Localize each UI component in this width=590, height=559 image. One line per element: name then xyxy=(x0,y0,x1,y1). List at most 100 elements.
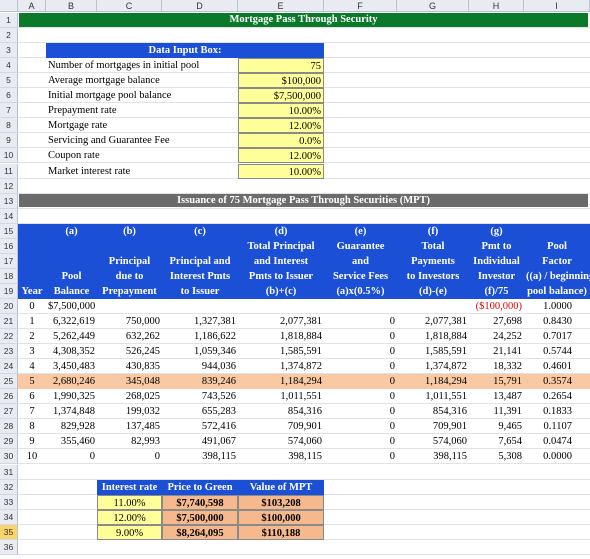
input-value[interactable]: 12.00% xyxy=(238,148,324,164)
table-cell[interactable]: 5,262,449 xyxy=(53,331,95,343)
row-header-6[interactable]: 6 xyxy=(0,88,18,104)
table-cell[interactable]: 1,585,591 xyxy=(280,346,322,358)
input-value[interactable]: 12.00% xyxy=(238,118,324,134)
table-cell[interactable]: 27,698 xyxy=(493,316,522,327)
column-header-d[interactable]: D xyxy=(162,0,238,12)
table-cell[interactable]: 18,332 xyxy=(493,361,522,373)
row-header-35[interactable]: 35 xyxy=(0,524,18,540)
row-header-7[interactable]: 7 xyxy=(0,103,18,119)
table-cell[interactable]: 1,186,622 xyxy=(194,331,236,343)
table-cell[interactable]: 1,374,872 xyxy=(425,361,467,373)
table-cell[interactable]: 21,141 xyxy=(493,346,522,358)
table-cell[interactable]: 0.2654 xyxy=(543,391,572,403)
price-table-cell[interactable]: $7,740,598 xyxy=(162,494,238,510)
table-cell[interactable]: 655,283 xyxy=(201,406,236,418)
table-cell[interactable]: 0.1107 xyxy=(543,421,573,433)
input-value[interactable]: 10.00% xyxy=(238,103,324,119)
row-header-14[interactable]: 14 xyxy=(0,208,18,224)
table-cell[interactable]: 2 xyxy=(29,331,35,343)
table-cell[interactable]: 743,526 xyxy=(201,391,236,403)
table-cell[interactable]: 7 xyxy=(29,406,35,418)
column-header-f[interactable]: F xyxy=(324,0,397,12)
table-cell[interactable]: 398,115 xyxy=(202,451,236,463)
table-cell[interactable]: 5 xyxy=(29,376,35,388)
row-header-3[interactable]: 3 xyxy=(0,43,18,59)
input-value[interactable]: 10.00% xyxy=(238,163,324,179)
row-header-36[interactable]: 36 xyxy=(0,539,18,555)
table-cell[interactable]: $7,500,000 xyxy=(48,300,96,312)
table-cell[interactable]: 574,060 xyxy=(432,436,467,448)
row-header-32[interactable]: 32 xyxy=(0,479,18,495)
row-header-20[interactable]: 20 xyxy=(0,298,18,314)
price-table-cell[interactable]: 11.00% xyxy=(97,494,162,510)
table-cell[interactable]: 854,316 xyxy=(287,406,322,418)
table-cell[interactable]: 1,374,872 xyxy=(280,361,322,373)
row-header-18[interactable]: 18 xyxy=(0,268,18,284)
table-cell[interactable]: 526,245 xyxy=(125,346,160,358)
table-cell[interactable]: 9 xyxy=(29,436,35,448)
table-cell[interactable]: 13,487 xyxy=(493,391,522,403)
table-cell[interactable]: 0 xyxy=(389,406,395,418)
price-table-cell[interactable]: $7,500,000 xyxy=(162,509,238,525)
table-cell[interactable]: 4,308,352 xyxy=(53,346,95,358)
table-cell[interactable]: 1,011,551 xyxy=(280,391,322,403)
table-cell[interactable]: 9,465 xyxy=(498,421,522,433)
table-cell[interactable]: 1,585,591 xyxy=(425,346,467,358)
row-header-4[interactable]: 4 xyxy=(0,58,18,74)
table-cell[interactable]: 0 xyxy=(389,451,395,463)
row-header-29[interactable]: 29 xyxy=(0,434,18,450)
table-cell[interactable]: 709,901 xyxy=(287,421,322,433)
table-cell[interactable]: 0.0474 xyxy=(543,436,572,448)
table-cell[interactable]: 1,184,294 xyxy=(425,376,467,388)
table-cell[interactable]: 0.4601 xyxy=(543,361,572,373)
row-header-13[interactable]: 13 xyxy=(0,193,18,209)
column-header-g[interactable]: G xyxy=(397,0,469,12)
table-cell[interactable]: 944,036 xyxy=(201,361,236,373)
price-table-cell[interactable]: 12.00% xyxy=(97,509,162,525)
table-cell[interactable]: 0 xyxy=(154,451,160,463)
table-cell[interactable]: 11,391 xyxy=(493,406,523,418)
table-cell[interactable]: 632,262 xyxy=(125,331,160,343)
row-header-27[interactable]: 27 xyxy=(0,404,18,420)
table-cell[interactable]: 355,460 xyxy=(60,436,95,448)
row-header-2[interactable]: 2 xyxy=(0,28,18,44)
table-cell[interactable]: 1,990,325 xyxy=(53,391,95,403)
row-header-17[interactable]: 17 xyxy=(0,253,18,269)
table-cell[interactable]: 0 xyxy=(89,451,95,463)
table-cell[interactable]: 491,067 xyxy=(201,436,236,448)
row-header-25[interactable]: 25 xyxy=(0,374,18,390)
price-table-cell[interactable]: 9.00% xyxy=(97,524,162,540)
row-header-8[interactable]: 8 xyxy=(0,118,18,134)
table-cell[interactable]: 6 xyxy=(29,391,35,403)
table-cell[interactable] xyxy=(397,299,469,314)
table-cell[interactable]: 2,077,381 xyxy=(280,316,322,327)
table-cell[interactable]: 398,115 xyxy=(433,451,467,463)
table-cell[interactable]: 1,327,381 xyxy=(194,316,236,327)
price-table-cell[interactable]: $103,208 xyxy=(238,494,324,510)
table-cell[interactable]: 5,308 xyxy=(498,451,522,463)
table-cell[interactable]: 574,060 xyxy=(287,436,322,448)
table-cell[interactable]: 1,059,346 xyxy=(194,346,236,358)
row-header-5[interactable]: 5 xyxy=(0,73,18,89)
table-cell[interactable]: 0 xyxy=(389,346,395,358)
row-header-28[interactable]: 28 xyxy=(0,419,18,435)
table-cell[interactable]: 199,032 xyxy=(125,406,160,418)
column-header-a[interactable]: A xyxy=(18,0,46,12)
table-cell[interactable]: 0.0000 xyxy=(543,451,572,463)
table-cell[interactable]: 8 xyxy=(29,421,35,433)
column-header-b[interactable]: B xyxy=(46,0,97,12)
table-cell[interactable]: 0.8430 xyxy=(543,316,572,327)
row-header-21[interactable]: 21 xyxy=(0,314,18,330)
table-cell[interactable] xyxy=(238,299,324,314)
row-header-19[interactable]: 19 xyxy=(0,283,18,299)
table-cell[interactable]: 572,416 xyxy=(201,421,236,433)
table-cell[interactable]: 854,316 xyxy=(432,406,467,418)
row-header-11[interactable]: 11 xyxy=(0,163,18,179)
row-header-33[interactable]: 33 xyxy=(0,494,18,510)
table-cell[interactable]: 0 xyxy=(389,436,395,448)
table-cell[interactable]: 0 xyxy=(389,376,395,388)
table-cell[interactable]: 829,928 xyxy=(60,421,95,433)
table-cell[interactable]: 430,835 xyxy=(125,361,160,373)
table-cell[interactable]: 0.5744 xyxy=(543,346,572,358)
